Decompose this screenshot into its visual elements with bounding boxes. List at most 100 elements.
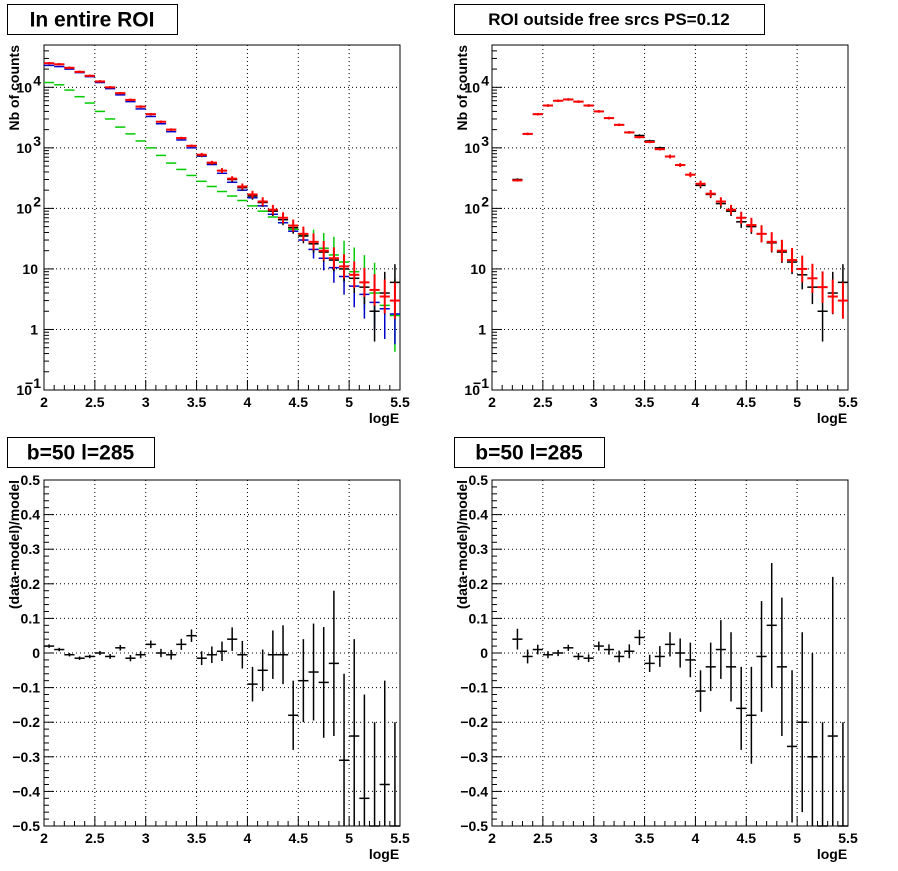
- y-tick-exponent: 2: [481, 193, 489, 209]
- data-point: [685, 172, 696, 178]
- data-point: [308, 623, 319, 721]
- y-tick-label: 0.3: [469, 541, 489, 557]
- chart-panel-3: 2 2.5 3 3.5 4 4.5 5 5.5 −0.5 −0.4 −0.3 −0.2 −0.1 0 0.1…: [6, 437, 410, 862]
- title-box: [454, 437, 605, 468]
- data-point: [553, 649, 564, 657]
- data-point: [359, 267, 370, 297]
- x-tick-label: 4.5: [737, 394, 757, 410]
- series-2: [44, 64, 400, 345]
- x-tick-label: 5: [793, 830, 801, 846]
- y-tick-label: 0.5: [21, 472, 41, 488]
- data-point: [786, 247, 798, 273]
- y-tick-label: −0.1: [12, 680, 40, 696]
- data-point: [817, 271, 828, 303]
- data-point: [186, 144, 197, 148]
- data-point: [74, 70, 85, 74]
- data-point: [797, 632, 808, 813]
- data-point: [288, 219, 299, 232]
- x-tick-label: 3.5: [635, 394, 655, 410]
- data-point: [176, 136, 187, 140]
- data-point: [155, 648, 167, 658]
- y-tick-label: 1: [30, 321, 38, 337]
- y-tick-label: −0.2: [460, 714, 488, 730]
- data-point: [807, 263, 818, 293]
- data-point: [736, 666, 747, 750]
- data-point: [247, 666, 258, 702]
- x-axis-label: logE: [369, 846, 399, 862]
- data-point: [155, 120, 167, 123]
- x-axis-label: logE: [817, 410, 847, 426]
- data-point: [593, 110, 604, 113]
- data-point: [807, 653, 818, 826]
- y-tick-exponent: −1: [25, 375, 41, 391]
- x-tick-label: 4: [692, 394, 700, 410]
- data-point: [54, 63, 65, 66]
- chart-title: In entire ROI: [30, 9, 155, 32]
- data-point: [685, 642, 696, 678]
- y-tick-label: 10: [464, 140, 480, 156]
- data-point: [746, 217, 757, 233]
- data-point: [532, 112, 543, 116]
- x-tick-label: 3: [590, 394, 598, 410]
- data-point: [675, 163, 686, 167]
- y-tick-label: −0.5: [460, 818, 488, 834]
- y-tick-label: −0.2: [12, 714, 40, 730]
- x-tick-label: 2.5: [85, 394, 105, 410]
- y-tick-label: −0.5: [12, 818, 40, 834]
- data-point: [44, 644, 55, 648]
- data-point: [725, 204, 737, 215]
- y-tick-label: −0.4: [460, 783, 488, 799]
- y-tick-label: 0.2: [469, 576, 489, 592]
- data-point: [64, 66, 75, 70]
- data-point: [776, 597, 787, 737]
- y-tick-label: 0.1: [469, 610, 489, 626]
- data-point: [715, 197, 726, 206]
- data-point: [664, 632, 676, 657]
- x-tick-label: 2: [40, 394, 48, 410]
- series-1: [44, 81, 400, 352]
- data-point: [512, 179, 523, 182]
- data-point: [746, 666, 757, 764]
- y-axis-label: Nb of counts: [6, 45, 22, 131]
- data-point: [318, 241, 329, 261]
- data-point: [125, 655, 136, 662]
- data-point: [105, 654, 116, 659]
- x-tick-label: 2: [488, 394, 496, 410]
- data-point: [338, 254, 350, 279]
- x-tick-label: 2: [40, 830, 48, 846]
- data-point: [206, 160, 217, 165]
- x-tick-label: 3: [590, 830, 598, 846]
- data-point: [756, 601, 767, 712]
- y-tick-label: 1: [478, 321, 486, 337]
- data-point: [105, 86, 116, 89]
- data-point: [827, 279, 838, 314]
- x-tick-label: 4.5: [289, 394, 309, 410]
- chart-title: b=50 l=285: [27, 442, 135, 465]
- y-tick-label: −0.3: [12, 749, 40, 765]
- data-point: [573, 100, 584, 103]
- data-point: [532, 644, 543, 655]
- data-point: [328, 247, 339, 270]
- data-point: [115, 645, 126, 651]
- x-tick-label: 2: [488, 830, 496, 846]
- y-tick-label: 10: [464, 79, 480, 95]
- y-tick-exponent: 3: [33, 133, 41, 149]
- y-axis-label: (data-model)/model: [6, 480, 22, 609]
- x-tick-label: 5.5: [838, 394, 858, 410]
- y-tick-label: 10: [464, 200, 480, 216]
- y-tick-label: −0.1: [460, 680, 488, 696]
- data-point: [328, 590, 339, 737]
- data-point: [145, 640, 156, 649]
- y-tick-label: 10: [22, 261, 38, 277]
- data-point: [227, 176, 238, 182]
- x-tick-label: 3: [142, 830, 150, 846]
- data-point: [553, 99, 564, 102]
- data-point: [318, 627, 329, 738]
- y-tick-label: 0.3: [21, 541, 41, 557]
- data-point: [766, 563, 777, 688]
- x-tick-label: 5.5: [390, 830, 410, 846]
- y-tick-label: 10: [16, 200, 32, 216]
- data-point: [664, 154, 676, 159]
